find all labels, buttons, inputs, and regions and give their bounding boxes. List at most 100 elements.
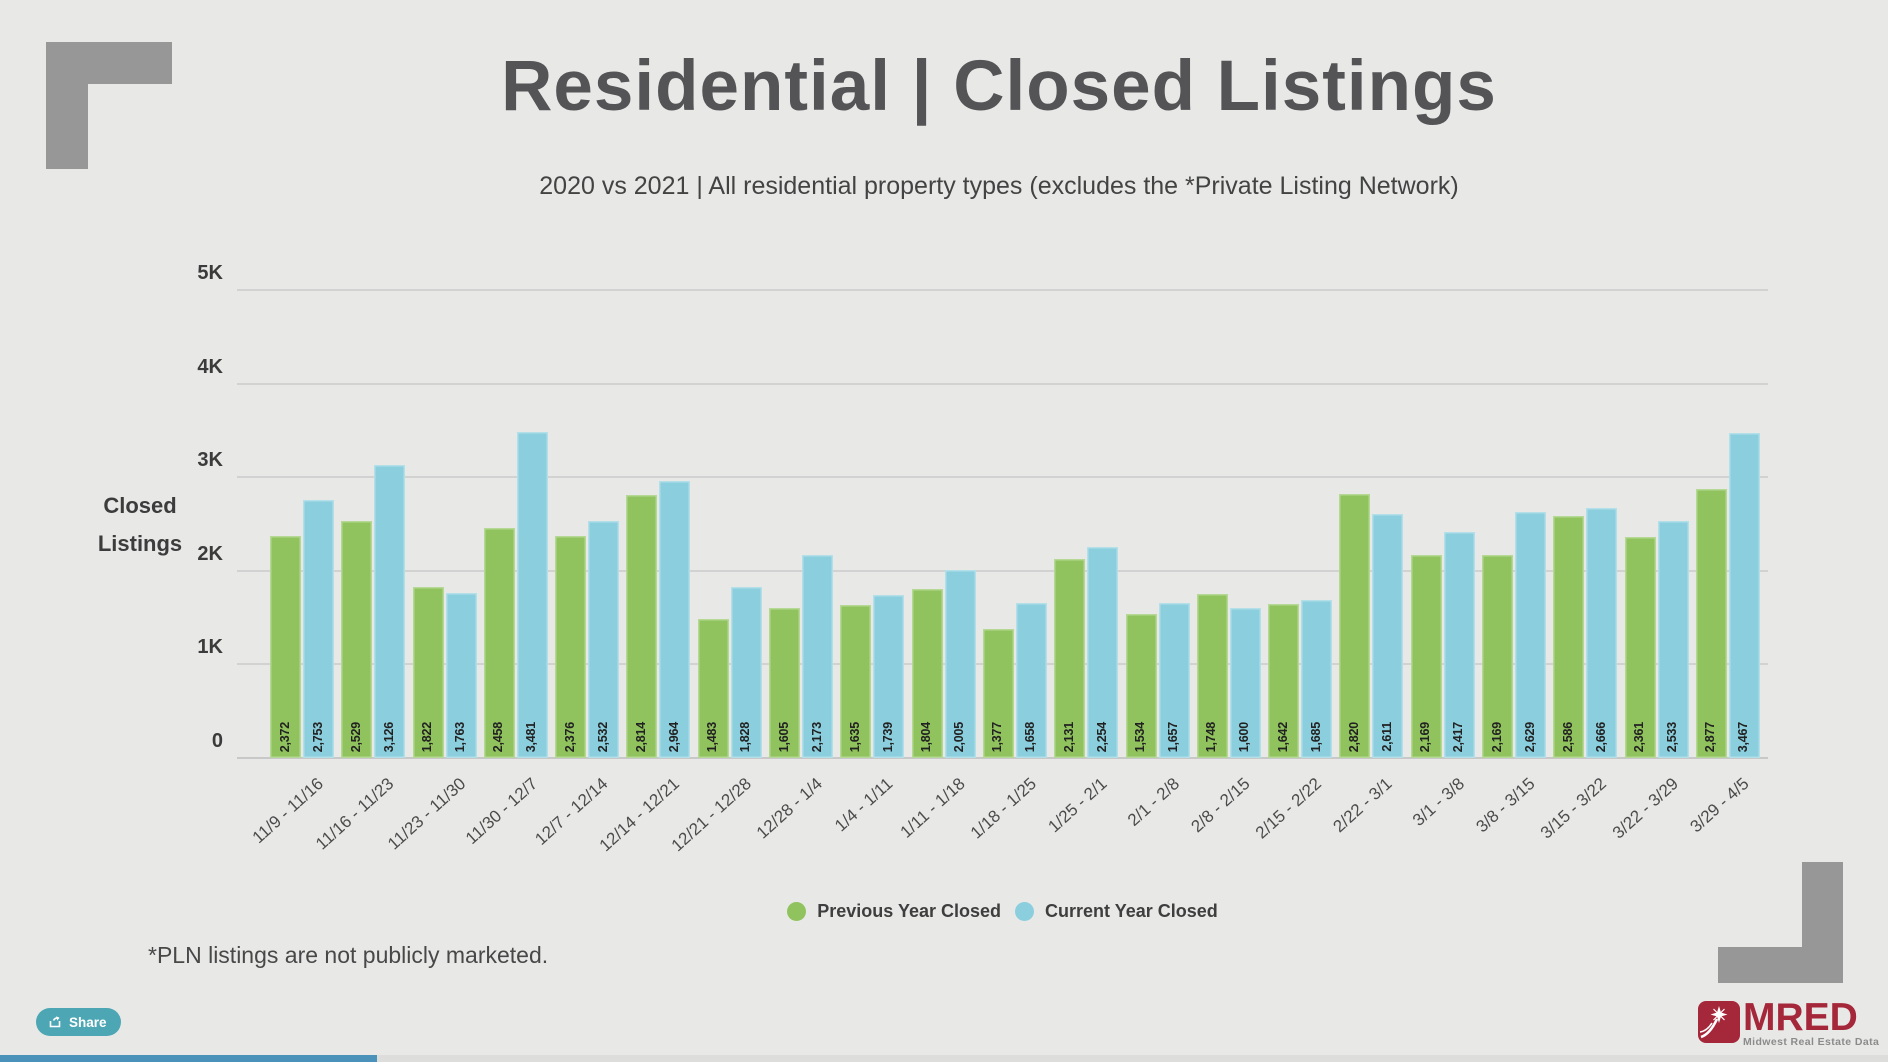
previous-year-bar[interactable]: 1,642 [1268, 604, 1300, 758]
bar-value-label: 1,483 [705, 721, 720, 752]
legend-item-current-year[interactable]: Current Year Closed [1015, 901, 1218, 922]
current-year-bar[interactable]: 1,763 [445, 593, 477, 758]
bar-value-label: 2,753 [310, 721, 325, 752]
mred-logo[interactable]: MRED Midwest Real Estate Data [1698, 998, 1880, 1048]
bar-value-label: 2,532 [595, 721, 610, 752]
previous-year-bar[interactable]: 1,804 [911, 589, 943, 758]
bar-group: 2,372 2,753 [270, 500, 334, 758]
previous-year-bar[interactable]: 2,169 [1410, 555, 1442, 758]
bar-group: 1,635 1,739 [840, 595, 905, 758]
x-axis-label: 1/25 - 2/1 [1044, 774, 1111, 837]
bar-value-label: 2,964 [666, 721, 681, 752]
bar-value-label: 2,533 [1665, 721, 1680, 752]
x-axis-label: 3/22 - 3/29 [1608, 774, 1682, 843]
current-year-bar[interactable]: 2,629 [1515, 512, 1547, 758]
previous-year-bar[interactable]: 2,586 [1553, 516, 1585, 758]
bar-value-label: 2,361 [1632, 721, 1647, 752]
previous-year-bar[interactable]: 1,534 [1125, 614, 1157, 758]
bar-group: 2,814 2,964 [626, 481, 691, 758]
current-year-bar[interactable]: 1,600 [1229, 608, 1261, 758]
bar-value-label: 1,739 [880, 721, 895, 752]
previous-year-bar[interactable]: 2,169 [1482, 555, 1514, 758]
gridline [237, 382, 1768, 385]
previous-year-bar[interactable]: 2,529 [341, 521, 373, 758]
x-axis-label: 2/22 - 3/1 [1329, 774, 1396, 837]
x-axis-label: 11/23 - 11/30 [384, 774, 470, 854]
previous-year-bar[interactable]: 2,376 [555, 536, 587, 758]
bar-value-label: 1,534 [1133, 721, 1148, 752]
pln-footnote: *PLN listings are not publicly marketed. [148, 942, 549, 968]
bar-value-label: 3,467 [1736, 721, 1751, 752]
bar-group: 2,529 3,126 [341, 465, 406, 758]
previous-year-bar[interactable]: 2,458 [483, 528, 515, 758]
x-axis-label: 2/8 - 2/15 [1187, 774, 1254, 837]
bar-value-label: 2,629 [1522, 721, 1537, 752]
current-year-bar[interactable]: 2,964 [659, 481, 691, 758]
current-year-bar[interactable]: 2,173 [802, 555, 834, 758]
current-year-bar[interactable]: 2,532 [588, 521, 620, 758]
previous-year-bar[interactable]: 1,822 [412, 587, 444, 758]
x-axis-label: 3/15 - 3/22 [1536, 774, 1610, 843]
previous-year-bar[interactable]: 1,483 [697, 619, 729, 758]
bar-value-label: 1,828 [738, 721, 753, 752]
bar-value-label: 1,685 [1308, 721, 1323, 752]
bar-group: 1,748 1,600 [1196, 594, 1261, 758]
bar-value-label: 2,169 [1489, 721, 1504, 752]
current-year-bar[interactable]: 2,005 [944, 570, 976, 758]
previous-year-bar[interactable]: 2,814 [626, 495, 658, 758]
previous-year-bar[interactable]: 2,372 [270, 536, 301, 758]
current-year-bar[interactable]: 1,685 [1301, 600, 1333, 758]
current-year-bar[interactable]: 2,666 [1586, 508, 1618, 758]
legend-label: Previous Year Closed [817, 901, 1002, 921]
page-subtitle: 2020 vs 2021 | All residential property … [539, 172, 1459, 200]
bar-value-label: 1,804 [919, 721, 934, 752]
previous-year-bar[interactable]: 2,361 [1624, 537, 1656, 758]
previous-year-bar[interactable]: 1,748 [1196, 594, 1228, 758]
bar-value-label: 1,377 [990, 721, 1005, 752]
x-axis-label: 11/30 - 12/7 [461, 774, 541, 848]
current-year-bar[interactable]: 2,611 [1372, 514, 1404, 758]
current-year-bar[interactable]: 1,739 [873, 595, 905, 758]
page-title: Residential | Closed Listings [501, 47, 1497, 126]
previous-year-bar[interactable]: 1,605 [769, 608, 801, 758]
horizontal-scrollbar-thumb[interactable] [0, 1055, 377, 1062]
previous-year-bar[interactable]: 1,377 [982, 629, 1014, 758]
previous-year-bar[interactable]: 1,635 [840, 605, 872, 758]
current-year-bar[interactable]: 3,481 [516, 432, 548, 758]
previous-year-bar[interactable]: 2,820 [1339, 494, 1371, 758]
bars: 2,372 2,753 2,529 3,126 1,822 1,763 2,458 3,481… [270, 290, 1760, 758]
current-year-bar[interactable]: 3,126 [374, 465, 406, 758]
top-left-corner-decoration [46, 42, 172, 169]
current-year-bar[interactable]: 3,467 [1728, 433, 1760, 758]
x-axis-labels: 11/9 - 11/16 11/16 - 11/23 11/23 - 11/30 11… [237, 758, 1768, 893]
current-year-bar[interactable]: 1,657 [1158, 603, 1190, 758]
x-axis-label: 1/18 - 1/25 [966, 774, 1040, 843]
bar-value-label: 1,658 [1023, 721, 1038, 752]
bar-value-label: 2,417 [1451, 721, 1466, 752]
current-year-bar[interactable]: 2,533 [1657, 521, 1689, 758]
legend-item-previous-year[interactable]: Previous Year Closed [787, 901, 1001, 922]
bar-value-label: 2,458 [491, 721, 506, 752]
bar-value-label: 1,605 [776, 721, 791, 752]
y-axis-tick-label: 3K [197, 449, 223, 472]
current-year-bar[interactable]: 2,753 [303, 500, 334, 758]
bar-value-label: 2,814 [633, 721, 648, 752]
bar-value-label: 3,126 [381, 721, 396, 752]
bar-value-label: 2,254 [1094, 721, 1109, 752]
current-year-bar[interactable]: 2,417 [1443, 532, 1475, 758]
previous-year-bar[interactable]: 2,877 [1695, 489, 1727, 758]
current-year-bar[interactable]: 1,828 [730, 587, 762, 758]
x-axis-label: 1/11 - 1/18 [896, 774, 969, 842]
current-year-bar[interactable]: 1,658 [1015, 603, 1047, 758]
previous-year-bar[interactable]: 2,131 [1054, 559, 1086, 758]
share-button[interactable]: Share [36, 1008, 121, 1036]
legend-dot [787, 902, 807, 921]
mred-tagline: Midwest Real Estate Data [1743, 1036, 1880, 1048]
horizontal-scrollbar-track[interactable] [0, 1055, 1888, 1062]
bar-value-label: 2,376 [562, 721, 577, 752]
plot-area: 2,372 2,753 2,529 3,126 1,822 1,763 2,458 3,481… [197, 262, 1768, 759]
bar-group: 1,483 1,828 [697, 587, 762, 758]
x-axis-label: 12/28 - 1/4 [752, 774, 826, 843]
bar-group: 2,877 3,467 [1695, 433, 1760, 758]
current-year-bar[interactable]: 2,254 [1087, 547, 1119, 758]
